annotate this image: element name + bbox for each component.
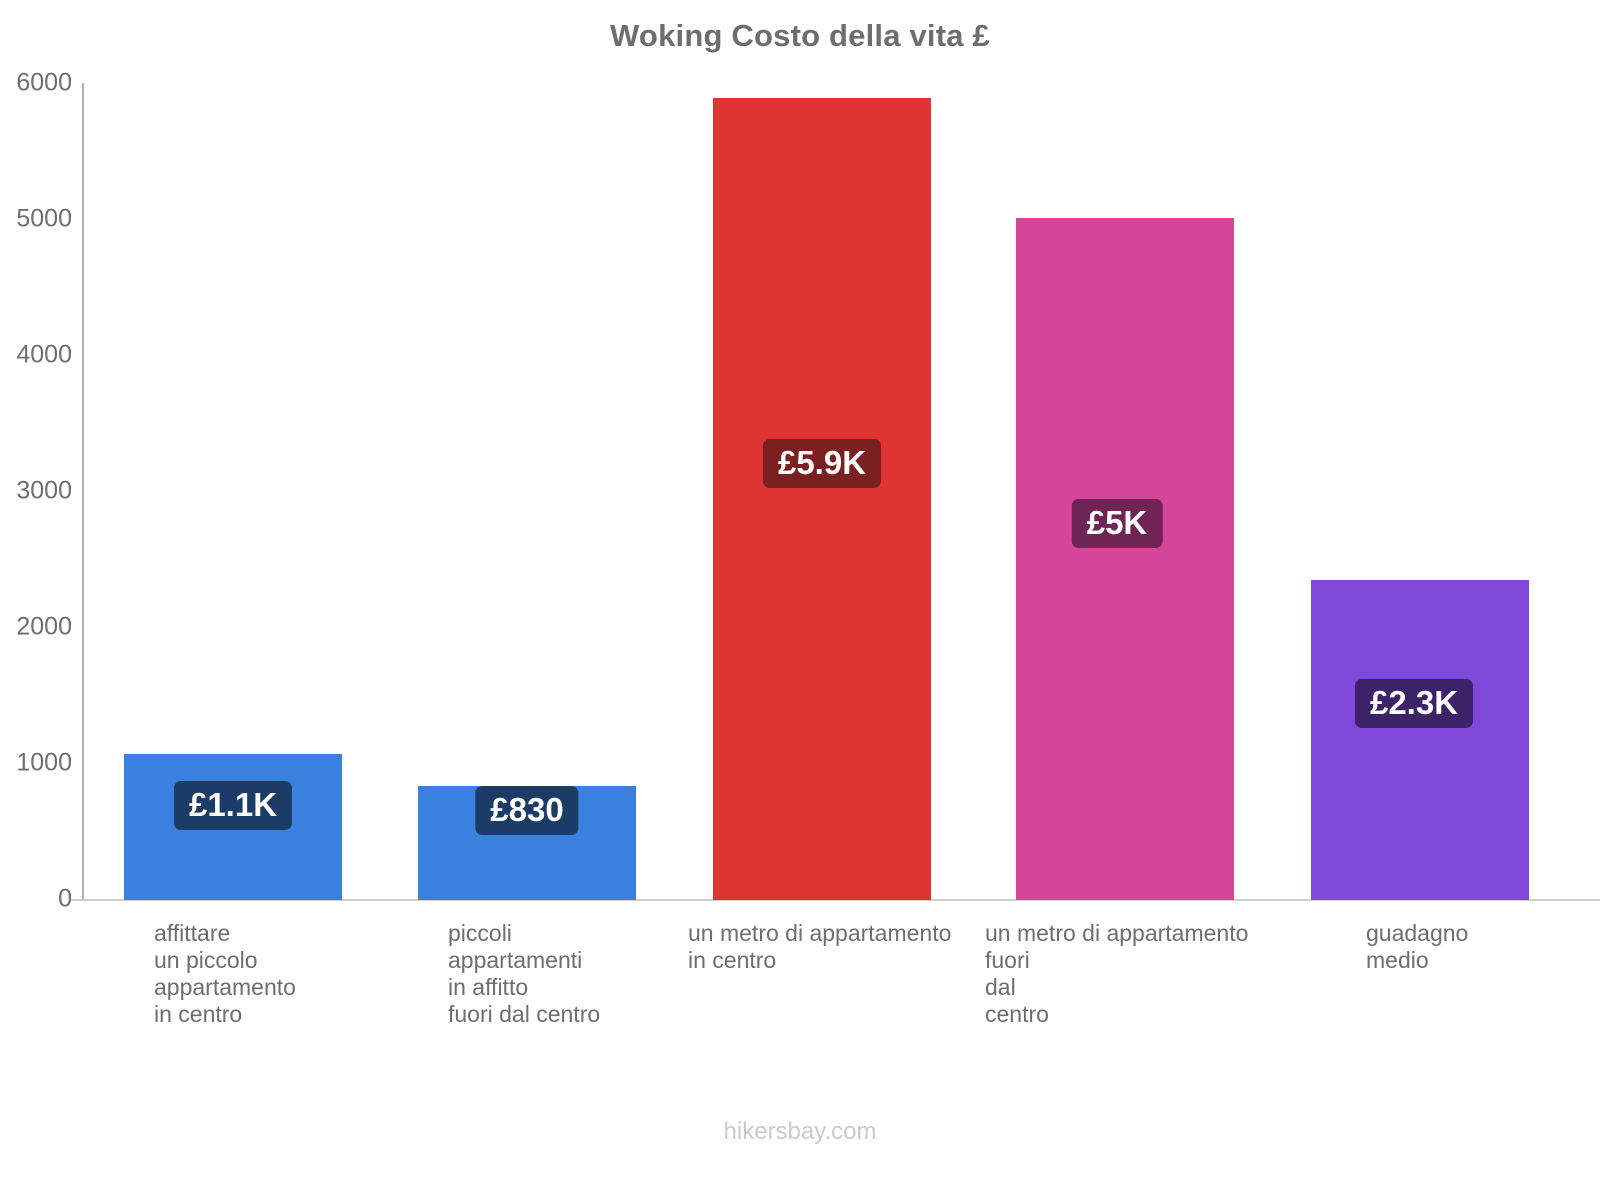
bar-value-label: £5.9K: [762, 439, 882, 488]
bar-rect[interactable]: [713, 98, 931, 900]
category-label-2: piccoli appartamenti in affitto fuori da…: [448, 920, 601, 1027]
bar-value-label: £1.1K: [173, 781, 293, 830]
bar-value-label: £830: [475, 786, 579, 835]
bar-rect[interactable]: [1016, 218, 1234, 900]
y-axis-tick-label: 4000: [16, 340, 72, 369]
bar-value-label: £2.3K: [1354, 679, 1474, 728]
category-label-1: affittare un piccolo appartamento in cen…: [154, 920, 296, 1027]
bar-4[interactable]: [1016, 218, 1234, 900]
bar-rect[interactable]: [1311, 580, 1529, 900]
bar-3[interactable]: [713, 98, 931, 900]
y-axis-tick-label: 3000: [16, 476, 72, 505]
bar-value-label: £5K: [1071, 499, 1163, 548]
y-axis-line: [82, 83, 84, 900]
y-axis-tick-label: 5000: [16, 204, 72, 233]
category-label-5: guadagno medio: [1366, 920, 1469, 973]
y-axis-tick-label: 2000: [16, 612, 72, 641]
x-axis-baseline: [70, 899, 1600, 901]
bar-5[interactable]: [1311, 580, 1529, 900]
y-axis-tick-label: 0: [58, 884, 72, 913]
y-axis-tick-label: 1000: [16, 748, 72, 777]
page-title: Woking Costo della vita £: [610, 18, 990, 53]
footer-watermark: hikersbay.com: [723, 1118, 877, 1145]
y-axis-tick-label: 6000: [16, 68, 72, 97]
category-label-3: un metro di appartamento in centro: [688, 920, 952, 973]
category-label-4: un metro di appartamento fuori dal centr…: [985, 920, 1249, 1027]
